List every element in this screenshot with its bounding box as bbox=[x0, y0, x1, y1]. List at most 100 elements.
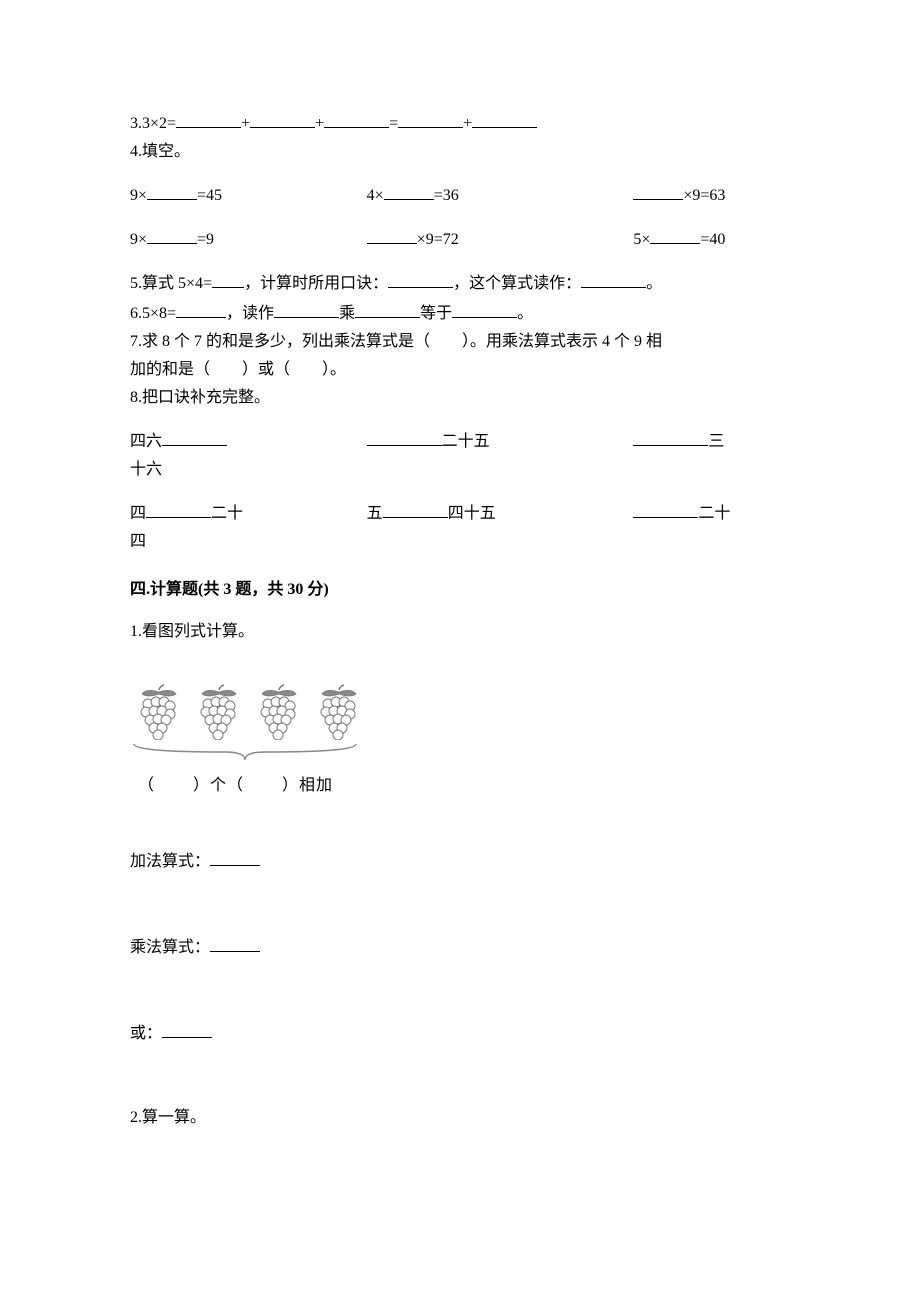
blank-field[interactable] bbox=[146, 500, 211, 518]
text: 四六 bbox=[130, 433, 162, 450]
q8-r2-a: 四 二十 bbox=[130, 500, 287, 526]
blank-field[interactable] bbox=[384, 182, 434, 200]
text: （ bbox=[138, 777, 155, 794]
q8-r1-a: 四六 bbox=[130, 428, 287, 454]
blank-field[interactable] bbox=[472, 110, 537, 128]
multiplication-line: 乘法算式： bbox=[130, 934, 790, 960]
blank-field[interactable] bbox=[324, 110, 389, 128]
text: ，读作 bbox=[226, 305, 274, 322]
blank-field[interactable] bbox=[633, 182, 683, 200]
brace-icon bbox=[130, 742, 360, 764]
blank-field[interactable] bbox=[147, 182, 197, 200]
question-8-row2-wrap: 四 bbox=[130, 530, 790, 554]
grape-caption: （ ）个（ ）相加 bbox=[130, 774, 790, 798]
text: =36 bbox=[434, 187, 459, 204]
q8-r1-b: 二十五 bbox=[287, 428, 524, 454]
text: 9× bbox=[130, 187, 147, 204]
question-8-row2: 四 二十 五 四十五 二十 bbox=[130, 500, 790, 526]
q8-r1-c: 三 bbox=[523, 428, 790, 454]
blank-field[interactable] bbox=[355, 300, 420, 318]
text: ）个（ bbox=[193, 777, 244, 794]
blank-field[interactable] bbox=[633, 500, 698, 518]
text: ）相加 bbox=[282, 777, 333, 794]
question-8-row1: 四六 二十五 三 bbox=[130, 428, 790, 454]
blank-field[interactable] bbox=[633, 428, 708, 446]
text: 。 bbox=[517, 305, 533, 322]
text: ×9=72 bbox=[417, 231, 459, 248]
blank-field[interactable] bbox=[581, 270, 646, 288]
text: ，这个算式读作： bbox=[453, 275, 581, 292]
s4-q1-title: 1.看图列式计算。 bbox=[130, 620, 790, 644]
blank-field[interactable] bbox=[388, 270, 453, 288]
text: 6.5×8= bbox=[130, 305, 176, 322]
q4-r2-a: 9× =9 bbox=[130, 226, 287, 252]
grape-icon bbox=[256, 684, 302, 740]
text: 乘法算式： bbox=[130, 939, 210, 956]
text: 9× bbox=[130, 231, 147, 248]
op-plus: + bbox=[315, 115, 324, 132]
blank-field[interactable] bbox=[210, 934, 260, 952]
text: ，计算时所用口诀： bbox=[244, 275, 388, 292]
question-6: 6.5×8=，读作乘等于。 bbox=[130, 300, 790, 326]
blank-field[interactable] bbox=[367, 226, 417, 244]
blank-field[interactable] bbox=[176, 110, 241, 128]
blank-field[interactable] bbox=[398, 110, 463, 128]
grape-diagram: （ ）个（ ）相加 bbox=[130, 684, 790, 798]
q8-r2-b: 五 四十五 bbox=[287, 500, 524, 526]
op-eq: = bbox=[389, 115, 398, 132]
text: 5× bbox=[633, 231, 650, 248]
blank-field[interactable] bbox=[383, 500, 448, 518]
blank-field[interactable] bbox=[212, 270, 244, 288]
q4-r2-c: 5× =40 bbox=[523, 226, 790, 252]
q3-prefix: 3.3×2= bbox=[130, 115, 176, 132]
grape-row bbox=[136, 684, 790, 740]
grape-icon bbox=[196, 684, 242, 740]
blank-field[interactable] bbox=[210, 848, 260, 866]
text: 4× bbox=[367, 187, 384, 204]
grape-icon bbox=[316, 684, 362, 740]
question-3: 3.3×2= + + = + bbox=[130, 110, 790, 136]
blank-field[interactable] bbox=[176, 300, 226, 318]
text: 五 bbox=[367, 505, 383, 522]
blank-field[interactable] bbox=[147, 226, 197, 244]
blank-field[interactable] bbox=[250, 110, 315, 128]
blank-field[interactable] bbox=[650, 226, 700, 244]
question-4-title: 4.填空。 bbox=[130, 140, 790, 164]
text: 或： bbox=[130, 1025, 162, 1042]
text: 加法算式： bbox=[130, 853, 210, 870]
text: ×9=63 bbox=[683, 187, 725, 204]
q4-r2-b: ×9=72 bbox=[287, 226, 524, 252]
op-plus: + bbox=[241, 115, 250, 132]
text: =9 bbox=[197, 231, 214, 248]
text: 乘 bbox=[339, 305, 355, 322]
q4-r1-b: 4× =36 bbox=[287, 182, 524, 208]
text: =40 bbox=[700, 231, 725, 248]
question-7-line1: 7.求 8 个 7 的和是多少，列出乘法算式是（ ）。用乘法算式表示 4 个 9… bbox=[130, 330, 790, 354]
text: 二十 bbox=[698, 505, 730, 522]
text: 二十 bbox=[211, 505, 243, 522]
brace-row bbox=[130, 742, 790, 772]
text: 5.算式 5×4= bbox=[130, 275, 212, 292]
blank-field[interactable] bbox=[452, 300, 517, 318]
blank-field[interactable] bbox=[162, 1020, 212, 1038]
blank-field[interactable] bbox=[367, 428, 442, 446]
q4-r1-c: ×9=63 bbox=[523, 182, 790, 208]
section-4-title: 四.计算题(共 3 题，共 30 分) bbox=[130, 578, 790, 602]
text: 四十五 bbox=[448, 505, 496, 522]
q8-r2-c: 二十 bbox=[523, 500, 790, 526]
text: 四 bbox=[130, 505, 146, 522]
s4-q2-title: 2.算一算。 bbox=[130, 1106, 790, 1130]
question-8-title: 8.把口诀补充完整。 bbox=[130, 386, 790, 410]
question-4-row1: 9× =45 4× =36 ×9=63 bbox=[130, 182, 790, 208]
q4-r1-a: 9× =45 bbox=[130, 182, 287, 208]
text: =45 bbox=[197, 187, 222, 204]
text: 二十五 bbox=[442, 433, 490, 450]
question-4-row2: 9× =9 ×9=72 5× =40 bbox=[130, 226, 790, 252]
text: 。 bbox=[646, 275, 662, 292]
blank-field[interactable] bbox=[162, 428, 227, 446]
addition-line: 加法算式： bbox=[130, 848, 790, 874]
blank-field[interactable] bbox=[274, 300, 339, 318]
question-5: 5.算式 5×4= ，计算时所用口诀： ，这个算式读作： 。 bbox=[130, 270, 790, 296]
op-plus: + bbox=[463, 115, 472, 132]
grape-icon bbox=[136, 684, 182, 740]
